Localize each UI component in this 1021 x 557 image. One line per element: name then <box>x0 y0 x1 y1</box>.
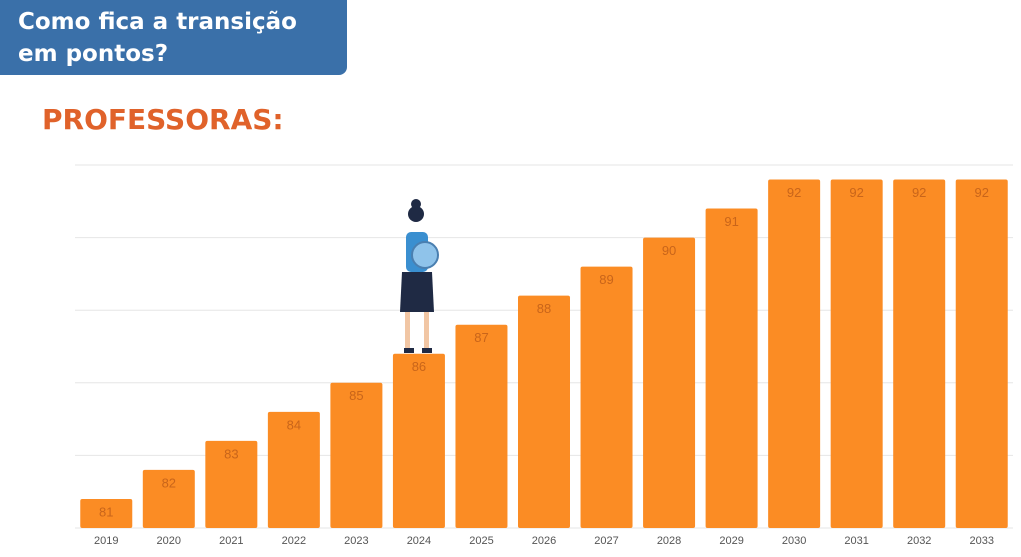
value-label: 83 <box>224 446 238 461</box>
value-label: 92 <box>912 185 926 200</box>
x-tick-label: 2027 <box>594 535 618 547</box>
value-label: 81 <box>99 504 113 519</box>
value-label: 85 <box>349 388 363 403</box>
x-tick-label: 2019 <box>94 535 118 547</box>
value-label: 89 <box>599 272 613 287</box>
x-tick-label: 2032 <box>907 535 931 547</box>
bar <box>455 324 508 528</box>
x-tick-label: 2025 <box>469 535 493 547</box>
value-label: 90 <box>662 243 676 258</box>
bar <box>392 353 445 528</box>
x-tick-label: 2030 <box>782 535 806 547</box>
bar <box>955 179 1008 528</box>
x-tick-label: 2028 <box>657 535 681 547</box>
x-tick-label: 2022 <box>282 535 306 547</box>
x-tick-label: 2020 <box>157 535 181 547</box>
bar <box>768 179 821 528</box>
x-tick-label: 2024 <box>407 535 431 547</box>
value-label: 92 <box>849 185 863 200</box>
bar <box>830 179 883 528</box>
value-label: 88 <box>537 301 551 316</box>
bar <box>643 237 696 528</box>
bar <box>705 208 758 528</box>
x-tick-label: 2023 <box>344 535 368 547</box>
value-label: 86 <box>412 359 426 374</box>
x-tick-label: 2021 <box>219 535 243 547</box>
bar <box>518 295 570 528</box>
teacher-illustration <box>400 199 439 353</box>
value-label: 82 <box>162 475 176 490</box>
title-box: Como fica a transição em pontos? <box>0 0 347 75</box>
value-label: 92 <box>974 185 988 200</box>
bar <box>80 498 133 528</box>
value-label: 92 <box>787 185 801 200</box>
bar <box>330 382 383 528</box>
x-tick-label: 2031 <box>844 535 868 547</box>
bar <box>893 179 946 528</box>
chart-title: PROFESSORAS: <box>42 103 284 136</box>
x-tick-label: 2033 <box>969 535 993 547</box>
bar <box>267 411 320 528</box>
bar <box>205 440 258 528</box>
value-label: 84 <box>287 417 301 432</box>
value-label: 87 <box>474 330 488 345</box>
x-tick-label: 2029 <box>719 535 743 547</box>
value-label: 91 <box>724 214 738 229</box>
bar <box>142 469 195 528</box>
bar <box>580 266 633 528</box>
x-tick-label: 2026 <box>532 535 556 547</box>
